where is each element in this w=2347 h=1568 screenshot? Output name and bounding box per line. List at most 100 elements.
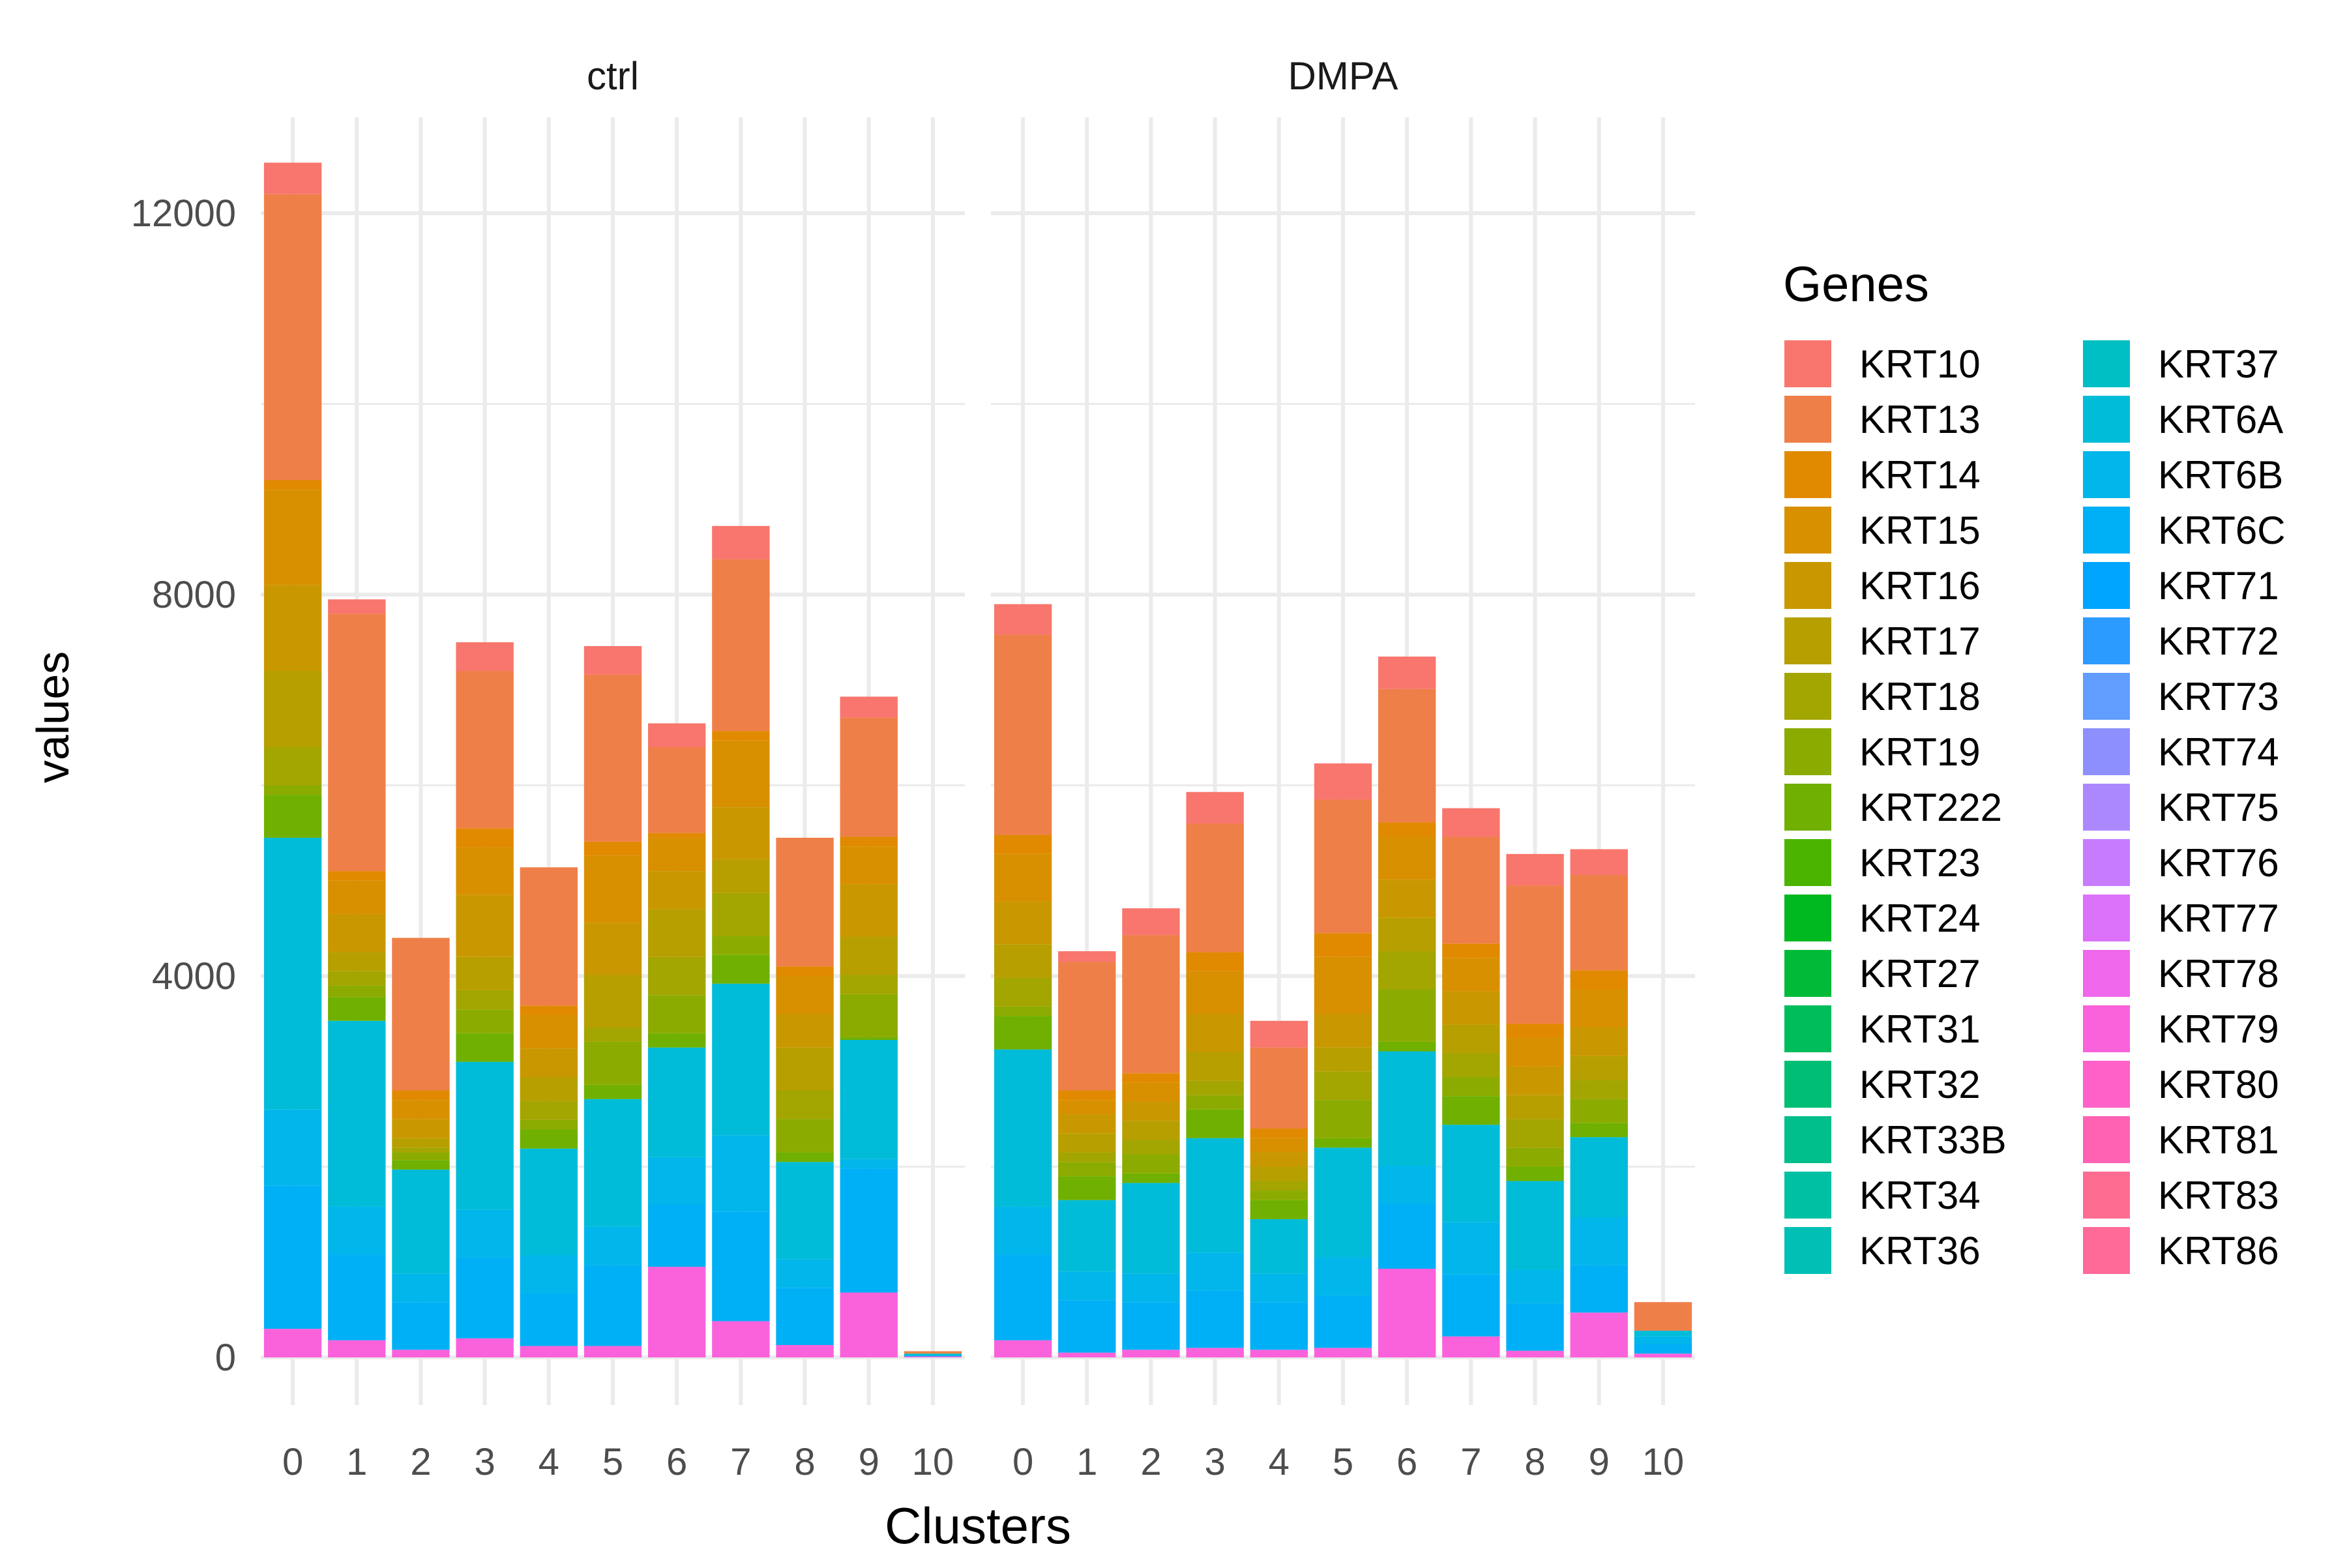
y-tick-label: 8000	[152, 574, 236, 616]
bar-segment-krt6a	[328, 1020, 386, 1207]
legend-label: KRT10	[1859, 342, 1981, 386]
bar-segment-krt16	[712, 807, 770, 860]
bar-segment-krt6b	[1378, 1166, 1436, 1204]
bar-segment-krt17	[712, 859, 770, 893]
legend-label: KRT81	[2158, 1118, 2279, 1162]
bar-segment-krt79	[1570, 1312, 1628, 1357]
bar-segment-krt14	[1506, 1024, 1564, 1039]
legend-key-krt83	[2083, 1172, 2130, 1219]
bar-segment-krt13	[392, 938, 450, 1091]
bar-segment-krt6c	[712, 1211, 770, 1322]
legend-key-krt72	[2083, 617, 2130, 664]
bar-segment-krt10	[263, 162, 322, 194]
bar-segment-krt10	[1058, 951, 1116, 962]
legend-key-krt76	[2083, 839, 2130, 886]
bar-segment-krt79	[456, 1338, 514, 1357]
bar-segment-krt6a	[392, 1169, 450, 1274]
bar-segment-krt17	[1442, 1024, 1500, 1054]
bar-segment-krt6c	[392, 1302, 450, 1350]
bar-segment-krt18	[263, 747, 322, 786]
legend-key-krt24	[1784, 895, 1831, 941]
bar-segment-krt15	[328, 880, 386, 914]
bar-segment-krt17	[583, 975, 642, 1028]
legend-key-krt16	[1784, 562, 1831, 609]
bar-segment-krt17	[648, 909, 706, 957]
legend-key-krt75	[2083, 784, 2130, 831]
legend-label: KRT37	[2158, 342, 2279, 386]
legend-key-krt81	[2083, 1116, 2130, 1163]
legend-label: KRT16	[1859, 564, 1981, 608]
bar-segment-krt13	[994, 634, 1052, 835]
bar-segment-krt16	[392, 1119, 450, 1138]
bar-segment-krt6c	[263, 1185, 322, 1329]
bar-segment-krt6b	[1058, 1271, 1116, 1301]
bar-segment-krt19	[1506, 1147, 1564, 1167]
bar-segment-krt79	[1634, 1354, 1692, 1357]
legend-label: KRT86	[2158, 1229, 2279, 1273]
bar-segment-krt10	[456, 642, 514, 671]
bar-segment-krt6b	[520, 1255, 578, 1294]
bar-segment-krt6a	[840, 1039, 898, 1159]
bar-segment-krt6c	[840, 1168, 898, 1293]
x-tick-label: 8	[794, 1441, 815, 1483]
bar-segment-krt16	[648, 871, 706, 910]
bar-segment-krt6c	[1506, 1303, 1564, 1351]
bar-segment-krt14	[263, 480, 322, 490]
bar-segment-krt17	[776, 1047, 834, 1091]
bar-segment-krt16	[1442, 991, 1500, 1025]
bar-segment-krt14	[1122, 1073, 1180, 1083]
bar-segment-krt14	[904, 1353, 962, 1354]
legend-label: KRT79	[2158, 1007, 2279, 1051]
bar-segment-krt17	[1058, 1133, 1116, 1153]
bar-segment-krt19	[1250, 1191, 1308, 1200]
bar-segment-krt6a	[904, 1354, 962, 1356]
bar-segment-krt15	[1250, 1138, 1308, 1153]
bar-segment-krt17	[392, 1138, 450, 1148]
bar-segment-krt79	[1442, 1336, 1500, 1357]
bar-segment-krt17	[263, 671, 322, 747]
bar-segment-krt15	[583, 855, 642, 923]
x-tick-label: 7	[730, 1441, 751, 1483]
bar-segment-krt15	[648, 837, 706, 872]
bar-segment-krt79	[520, 1346, 578, 1357]
bar-segment-krt10	[1314, 763, 1372, 800]
bars	[263, 162, 1692, 1357]
legend-label: KRT71	[2158, 564, 2279, 608]
legend-label: KRT18	[1859, 675, 1981, 718]
legend-key-krt18	[1784, 673, 1831, 720]
bar-segment-krt13	[1378, 688, 1436, 823]
bar-segment-krt79	[1250, 1350, 1308, 1357]
x-tick-label: 9	[859, 1441, 879, 1483]
bar-segment-krt222	[1186, 1109, 1244, 1138]
bar-segment-krt6c	[1314, 1295, 1372, 1348]
bar-segment-krt18	[840, 975, 898, 994]
bar-segment-krt6c	[904, 1355, 962, 1357]
legend-key-krt71	[2083, 562, 2130, 609]
bar-segment-krt6a	[1314, 1147, 1372, 1258]
bar-segment-krt13	[1122, 935, 1180, 1074]
bar-segment-krt6a	[1058, 1200, 1116, 1272]
bar-segment-krt222	[648, 1033, 706, 1048]
bar-segment-krt16	[263, 585, 322, 671]
legend-key-krt33b	[1784, 1116, 1831, 1163]
bar-segment-krt14	[776, 966, 834, 976]
legend-label: KRT6C	[2158, 509, 2286, 552]
bar-segment-krt6a	[583, 1099, 642, 1227]
legend-key-krt73	[2083, 673, 2130, 720]
legend-label: KRT6B	[2158, 453, 2283, 497]
bar-segment-krt222	[712, 954, 770, 984]
bar-segment-krt6b	[994, 1206, 1052, 1255]
legend-label: KRT14	[1859, 453, 1981, 497]
bar-segment-krt14	[1058, 1090, 1116, 1101]
bar-segment-krt222	[1570, 1123, 1628, 1138]
bar-segment-krt14	[712, 731, 770, 741]
bar-segment-krt6b	[840, 1159, 898, 1169]
bar-segment-krt6b	[776, 1259, 834, 1288]
facet-label-dmpa: DMPA	[1288, 54, 1398, 98]
bar-segment-krt16	[776, 1014, 834, 1048]
bar-segment-krt222	[840, 1037, 898, 1040]
bar-segment-krt10	[712, 525, 770, 559]
bar-segment-krt6a	[712, 983, 770, 1136]
bar-segment-krt16	[328, 913, 386, 953]
bar-segment-krt6a	[994, 1049, 1052, 1207]
